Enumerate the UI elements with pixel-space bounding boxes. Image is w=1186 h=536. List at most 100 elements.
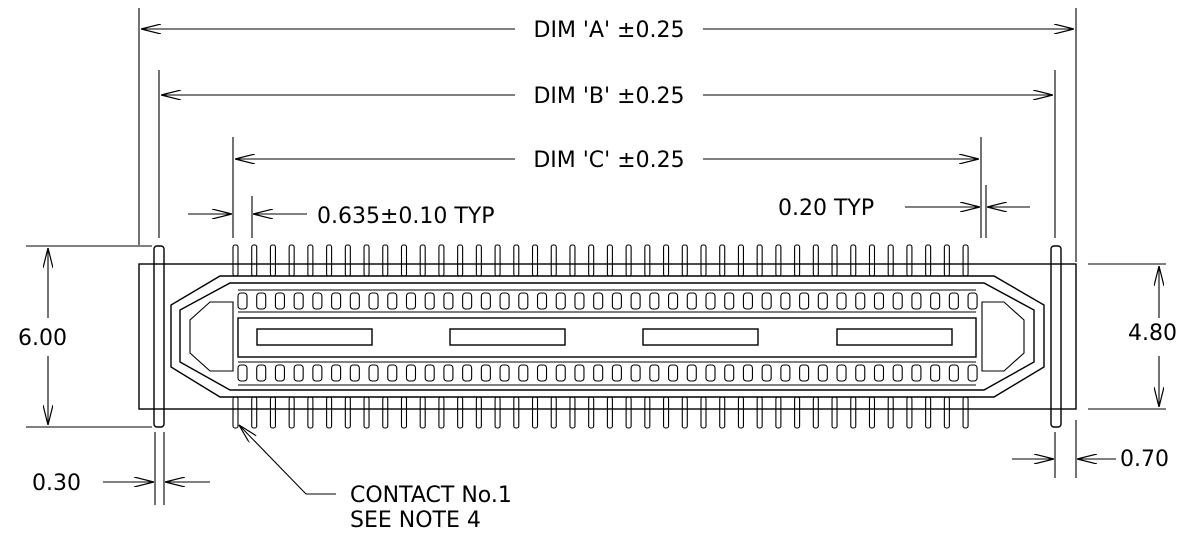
top-pin	[737, 244, 744, 277]
slot-4	[836, 328, 953, 346]
top-contact	[349, 292, 360, 310]
bottom-pin	[812, 396, 819, 429]
top-pin	[925, 244, 932, 277]
bottom-pin	[700, 396, 707, 429]
top-contact	[855, 292, 866, 310]
bottom-contact	[686, 364, 697, 382]
bottom-contact	[349, 364, 360, 382]
connector-body	[138, 244, 1077, 429]
bottom-contact	[836, 364, 847, 382]
bottom-pin	[962, 396, 969, 429]
bottom-pin	[363, 396, 370, 429]
top-pin-row	[232, 244, 969, 277]
bottom-pin	[756, 396, 763, 429]
top-contact	[387, 292, 398, 310]
bottom-pin	[494, 396, 501, 429]
top-contact	[799, 292, 810, 310]
top-pin	[831, 244, 838, 277]
bottom-contact	[761, 364, 772, 382]
mounting-post-left	[153, 245, 165, 428]
top-contact	[293, 292, 304, 310]
bottom-contact	[312, 364, 323, 382]
top-pin	[494, 244, 501, 277]
bottom-contact	[387, 364, 398, 382]
bottom-contact	[462, 364, 473, 382]
bottom-contact	[630, 364, 641, 382]
bottom-contact	[649, 364, 660, 382]
top-contact	[443, 292, 454, 310]
bottom-contact	[668, 364, 679, 382]
height-inner-label: 4.80	[1128, 321, 1177, 346]
bottom-pin	[382, 396, 389, 429]
bottom-pin	[775, 396, 782, 429]
top-contact	[705, 292, 716, 310]
top-pin	[550, 244, 557, 277]
top-pin	[644, 244, 651, 277]
top-pin	[569, 244, 576, 277]
top-contact	[312, 292, 323, 310]
bottom-contact	[293, 364, 304, 382]
top-contact	[237, 292, 248, 310]
bottom-contact	[892, 364, 903, 382]
bottom-pin	[831, 396, 838, 429]
top-contact	[462, 292, 473, 310]
bottom-pin	[868, 396, 876, 429]
bottom-contact	[518, 364, 529, 382]
top-pin	[419, 244, 426, 277]
top-pin	[868, 244, 876, 277]
bottom-pin	[644, 396, 651, 429]
bottom-contact	[499, 364, 510, 382]
top-pin	[475, 244, 482, 277]
dim-a-label: DIM 'A' ±0.25	[534, 18, 685, 43]
top-contact-row	[237, 292, 978, 310]
bottom-contact	[873, 364, 885, 382]
bottom-contact	[855, 364, 866, 382]
top-pin	[719, 244, 726, 277]
bottom-contact	[967, 364, 978, 382]
top-contact	[873, 292, 885, 310]
bottom-contact-row	[237, 364, 978, 382]
top-contact	[424, 292, 435, 310]
bottom-contact	[911, 364, 922, 382]
contact-callout-line1: CONTACT No.1	[350, 483, 512, 508]
bottom-contact	[705, 364, 716, 382]
bottom-contact	[331, 364, 342, 382]
top-contact	[892, 292, 903, 310]
top-pin	[943, 244, 950, 277]
bottom-contact	[274, 364, 285, 382]
pin-width-label: 0.20 TYP	[778, 196, 874, 221]
bottom-pin	[550, 396, 557, 429]
top-contact	[593, 292, 604, 310]
top-contact	[668, 292, 679, 310]
top-pin	[663, 244, 670, 277]
bottom-pin	[943, 396, 950, 429]
bottom-pin	[887, 396, 894, 429]
bottom-pin	[850, 396, 857, 429]
bottom-pin	[794, 396, 801, 429]
top-contact	[930, 292, 941, 310]
bottom-contact	[611, 364, 622, 382]
bottom-pin	[457, 396, 464, 429]
bottom-pin	[269, 396, 276, 429]
top-contact	[611, 292, 622, 310]
bottom-pin	[419, 396, 426, 429]
bottom-pin	[307, 396, 314, 429]
top-pin	[700, 244, 707, 277]
top-pin	[382, 244, 389, 277]
top-pin	[307, 244, 314, 277]
bottom-contact	[574, 364, 585, 382]
bottom-contact	[742, 364, 753, 382]
bottom-contact	[817, 364, 828, 382]
top-pin	[775, 244, 782, 277]
top-contact	[499, 292, 510, 310]
top-contact	[724, 292, 735, 310]
bottom-pin	[925, 396, 932, 429]
dimension-lines	[26, 8, 1166, 505]
bottom-contact	[424, 364, 435, 382]
bottom-pin	[288, 396, 295, 429]
top-contact	[536, 292, 548, 310]
top-pin	[606, 244, 613, 277]
top-pin	[588, 244, 595, 277]
bottom-contact	[405, 364, 417, 382]
